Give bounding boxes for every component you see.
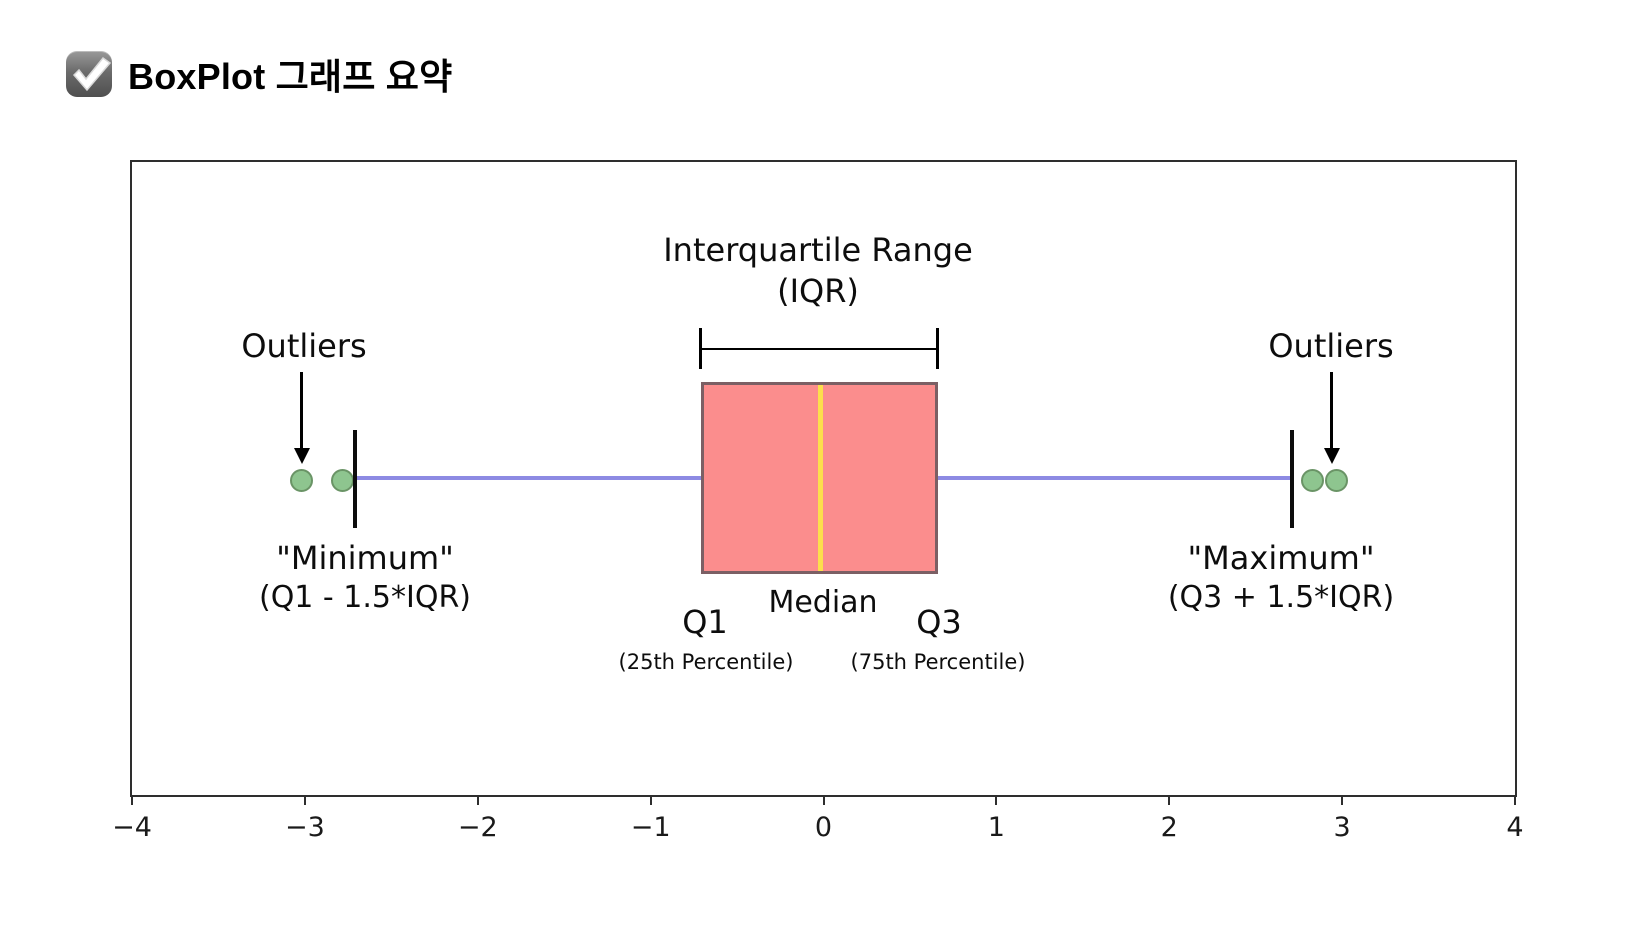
- outlier-point: [331, 469, 355, 492]
- iqr-label-line1: Interquartile Range: [663, 231, 973, 269]
- outliers-arrow-right-head: [1324, 448, 1340, 464]
- q3-label: Q3: [916, 603, 962, 641]
- minimum-label: "Minimum" (Q1 - 1.5*IQR): [215, 538, 515, 617]
- outliers-arrow-right-shaft: [1330, 372, 1333, 450]
- q1-percentile-label: (25th Percentile): [618, 650, 794, 674]
- x-axis-tick: [1168, 795, 1171, 805]
- q3-percentile-label: (75th Percentile): [850, 650, 1026, 674]
- maximum-label-line1: "Maximum": [1187, 539, 1375, 577]
- x-axis-tick-label: 1: [987, 812, 1005, 843]
- whisker-cap: [353, 430, 357, 528]
- whisker-cap: [1289, 430, 1294, 528]
- page-title-row: BoxPlot 그래프 요약: [66, 48, 452, 100]
- x-axis-tick: [131, 795, 133, 805]
- median-label: Median: [768, 585, 878, 620]
- x-axis-tick: [303, 795, 306, 805]
- check-mark-glyph: [72, 56, 112, 92]
- iqr-label-line2: (IQR): [777, 271, 859, 310]
- x-axis-tick: [995, 795, 998, 805]
- whisker-line-high: [937, 476, 1292, 480]
- q1-label: Q1: [682, 603, 728, 641]
- maximum-label-line2: (Q3 + 1.5*IQR): [1167, 579, 1395, 615]
- x-axis-tick-label: 2: [1160, 812, 1178, 843]
- x-axis-tick: [822, 795, 825, 805]
- median-line: [817, 385, 823, 571]
- whisker-line-low: [355, 476, 701, 480]
- outlier-point: [1325, 469, 1349, 492]
- plot-area: Interquartile Range (IQR) Outliers Outli…: [112, 160, 1524, 843]
- x-axis-tick-label: −2: [457, 812, 498, 843]
- outliers-arrow-left-head: [294, 448, 310, 464]
- x-axis-tick: [649, 795, 652, 805]
- iqr-bracket-tick: [699, 328, 703, 369]
- check-mark-icon: [66, 51, 112, 97]
- x-axis-tick: [1514, 795, 1516, 805]
- x-axis-tick: [476, 795, 479, 805]
- x-axis-tick-label: 4: [1506, 812, 1524, 843]
- x-axis-tick-label: −3: [284, 812, 325, 843]
- iqr-label: Interquartile Range (IQR): [618, 230, 1018, 312]
- x-axis-tick-label: −4: [112, 812, 152, 843]
- x-axis-tick-label: −1: [630, 812, 671, 843]
- outlier-point: [289, 469, 313, 492]
- minimum-label-line2: (Q1 - 1.5*IQR): [258, 579, 472, 615]
- outliers-arrow-left-shaft: [300, 372, 303, 450]
- page-title: BoxPlot 그래프 요약: [128, 56, 453, 97]
- outlier-point: [1301, 469, 1325, 492]
- maximum-label: "Maximum" (Q3 + 1.5*IQR): [1131, 538, 1431, 617]
- x-axis-tick-label: 3: [1333, 812, 1351, 843]
- outliers-label-left: Outliers: [241, 327, 367, 365]
- iqr-bracket-line: [700, 348, 938, 350]
- minimum-label-line1: "Minimum": [276, 539, 454, 577]
- outliers-label-right: Outliers: [1268, 327, 1394, 365]
- iqr-bracket-tick: [936, 328, 940, 369]
- x-axis-tick-label: 0: [814, 812, 833, 843]
- x-axis-tick: [1341, 795, 1344, 805]
